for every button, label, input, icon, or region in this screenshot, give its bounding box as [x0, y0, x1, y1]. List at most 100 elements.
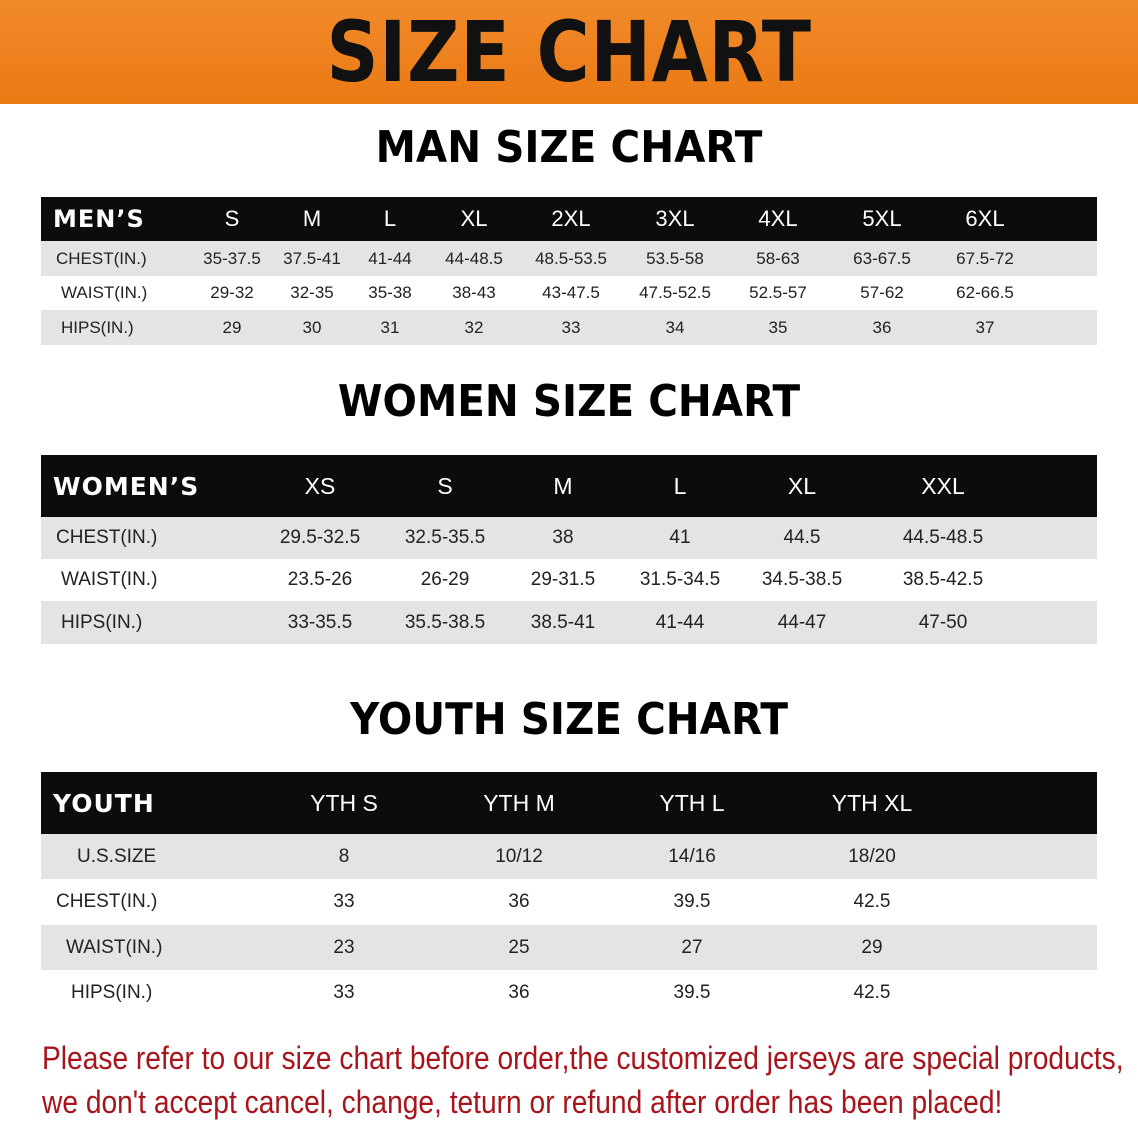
size-header: M — [553, 472, 573, 499]
women-size-table: WOMEN’S XS S M L XL XXL CHEST(IN.) 29.5-32.5 32.5… — [41, 455, 1097, 644]
size-header: YTH XL — [831, 789, 913, 816]
measurement-cell: 48.5-53.5 — [535, 248, 607, 268]
measurement-cell: 27 — [681, 936, 703, 958]
measurement-cell: 23.5-26 — [287, 569, 353, 590]
measurement-cell: 41-44 — [368, 248, 412, 268]
table-row: WAIST(IN.) 29-32 32-35 35-38 38-43 43-47.5 47.… — [41, 276, 1097, 310]
measurement-cell: 33 — [333, 891, 355, 912]
measurement-cell: 32.5-35.5 — [404, 527, 486, 548]
size-header: 3XL — [655, 206, 695, 231]
measurement-cell: 23 — [333, 936, 355, 958]
table-row: WAIST(IN.) 23.5-26 26-29 29-31.5 31.5-34.5 34… — [41, 559, 1097, 601]
measurement-cell: 10/12 — [495, 845, 543, 867]
row-label: WAIST(IN.) — [66, 936, 163, 958]
measurement-cell: 44-47 — [777, 611, 827, 633]
size-header: YTH M — [483, 789, 555, 816]
measurement-cell: 41 — [669, 527, 691, 548]
measurement-cell: 29 — [222, 317, 242, 337]
measurement-cell: 35 — [768, 317, 788, 337]
youth-size-table: YOUTH YTH S YTH M YTH L YTH XL U.S.SIZE 8 10/12… — [41, 772, 1097, 1015]
table-row: U.S.SIZE 8 10/12 14/16 18/20 — [41, 834, 1097, 879]
measurement-cell: 18/20 — [848, 845, 896, 867]
size-header: YTH S — [310, 789, 378, 816]
measurement-cell: 43-47.5 — [542, 283, 600, 302]
table-row: CHEST(IN.) 33 36 39.5 42.5 — [41, 879, 1097, 925]
measurement-cell: 14/16 — [668, 845, 716, 867]
measurement-cell: 38 — [552, 527, 574, 548]
measurement-cell: 34.5-38.5 — [761, 569, 843, 590]
measurement-cell: 57-62 — [860, 283, 904, 302]
measurement-cell: 35-37.5 — [203, 248, 261, 268]
measurement-cell: 36 — [872, 317, 892, 337]
measurement-cell: 35.5-38.5 — [404, 611, 486, 633]
measurement-cell: 58-63 — [756, 248, 800, 268]
table-row: HIPS(IN.) 29 30 31 32 33 34 35 36 37 — [41, 310, 1097, 345]
measurement-cell: 52.5-57 — [749, 283, 807, 302]
header-row: WOMEN’S XS S M L XL XXL — [41, 455, 1097, 517]
measurement-cell: 47-50 — [918, 611, 968, 633]
measurement-cell: 38-43 — [452, 283, 496, 302]
size-header: 2XL — [551, 206, 591, 231]
youth-title: YOUTH SIZE CHART — [350, 694, 788, 745]
row-label: CHEST(IN.) — [56, 527, 158, 548]
table-row: HIPS(IN.) 33-35.5 35.5-38.5 38.5-41 41-44 44-… — [41, 601, 1097, 644]
size-header: L — [383, 206, 397, 231]
table-title-cell: WOMEN’S — [53, 471, 200, 501]
size-header: YTH L — [659, 789, 725, 816]
table-title-cell: YOUTH — [53, 788, 155, 818]
row-label: CHEST(IN.) — [56, 891, 158, 912]
measurement-cell: 33 — [561, 317, 581, 337]
measurement-cell: 41-44 — [655, 611, 705, 633]
measurement-cell: 25 — [508, 936, 530, 958]
size-header: M — [302, 206, 322, 231]
table-row: CHEST(IN.) 29.5-32.5 32.5-35.5 38 41 44.5 44.5… — [41, 517, 1097, 559]
measurement-cell: 37.5-41 — [283, 248, 341, 268]
women-title: WOMEN SIZE CHART — [337, 376, 801, 427]
measurement-cell: 39.5 — [673, 981, 711, 1003]
measurement-cell: 44.5 — [783, 527, 821, 548]
size-header: L — [673, 472, 687, 499]
measurement-cell: 44-48.5 — [445, 248, 503, 268]
measurement-cell: 63-67.5 — [853, 248, 911, 268]
size-header: 4XL — [758, 206, 798, 231]
measurement-cell: 53.5-58 — [646, 248, 704, 268]
measurement-cell: 38.5-42.5 — [902, 569, 984, 590]
measurement-cell: 29-32 — [210, 283, 254, 302]
measurement-cell: 32 — [464, 317, 484, 337]
header-row: MEN’S S M L XL 2XL 3XL 4XL 5XL 6XL — [41, 197, 1097, 241]
measurement-cell: 31.5-34.5 — [639, 569, 721, 590]
size-header: XXL — [921, 472, 965, 499]
measurement-cell: 33 — [333, 981, 355, 1003]
size-header: XL — [787, 472, 817, 499]
men-size-table: MEN’S S M L XL 2XL 3XL 4XL 5XL 6XL CHEST(IN.) 35-37… — [41, 197, 1097, 345]
measurement-cell: 42.5 — [853, 981, 891, 1003]
size-header: 5XL — [862, 206, 902, 231]
size-header: 6XL — [965, 206, 1005, 231]
size-header: XS — [304, 472, 336, 499]
men-title: MAN SIZE CHART — [375, 122, 763, 173]
measurement-cell: 30 — [302, 317, 322, 337]
table-row: WAIST(IN.) 23 25 27 29 — [41, 925, 1097, 970]
measurement-cell: 29.5-32.5 — [279, 527, 361, 548]
size-header: S — [437, 472, 453, 499]
size-header: S — [224, 206, 240, 231]
measurement-cell: 42.5 — [853, 891, 891, 912]
measurement-cell: 29-31.5 — [530, 569, 596, 590]
row-label: HIPS(IN.) — [61, 317, 134, 337]
measurement-cell: 38.5-41 — [530, 611, 596, 633]
measurement-cell: 37 — [975, 317, 995, 337]
measurement-cell: 35-38 — [368, 283, 412, 302]
order-notice: Please refer to our size chart before or… — [42, 1036, 1124, 1124]
notice-line-1: Please refer to our size chart before or… — [42, 1040, 1124, 1076]
measurement-cell: 29 — [861, 936, 883, 958]
measurement-cell: 67.5-72 — [956, 248, 1014, 268]
banner: SIZE CHART — [0, 0, 1138, 104]
row-label: WAIST(IN.) — [61, 283, 148, 302]
row-label: HIPS(IN.) — [61, 611, 143, 633]
row-label: HIPS(IN.) — [71, 981, 153, 1003]
measurement-cell: 8 — [338, 845, 350, 867]
row-label: CHEST(IN.) — [56, 248, 147, 268]
row-label: U.S.SIZE — [77, 845, 157, 867]
measurement-cell: 32-35 — [290, 283, 334, 302]
measurement-cell: 33-35.5 — [287, 611, 353, 633]
